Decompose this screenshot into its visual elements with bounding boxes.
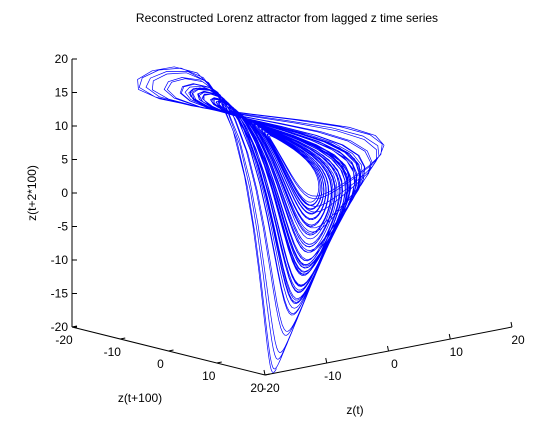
y-tick-label: -20	[55, 333, 73, 347]
z-tick-label: 15	[55, 86, 69, 100]
x-tick-label: -10	[324, 369, 342, 383]
y-tick-label: 0	[157, 357, 164, 371]
x-tick-label: 0	[391, 357, 398, 371]
x-tick-label: 20	[511, 333, 525, 347]
y-tick-label: -10	[104, 345, 122, 359]
x-axis-label: z(t)	[346, 403, 363, 417]
x-tick-label: 10	[450, 345, 464, 359]
z-tick-label: 20	[55, 52, 69, 66]
z-tick-label: -15	[51, 287, 69, 301]
x-tick-label: -20	[262, 381, 280, 395]
chart-title: Reconstructed Lorenz attractor from lagg…	[136, 11, 438, 25]
z-tick-label: 5	[61, 153, 68, 167]
z-tick-label: -20	[51, 320, 69, 334]
z-tick-label: -10	[51, 253, 69, 267]
z-axis-label: z(t+2*100)	[25, 165, 39, 221]
z-tick-label: 0	[61, 186, 68, 200]
z-tick-label: -5	[57, 220, 68, 234]
y-axis-label: z(t+100)	[118, 391, 162, 405]
z-tick-label: 10	[55, 119, 69, 133]
y-tick-label: 10	[202, 369, 216, 383]
